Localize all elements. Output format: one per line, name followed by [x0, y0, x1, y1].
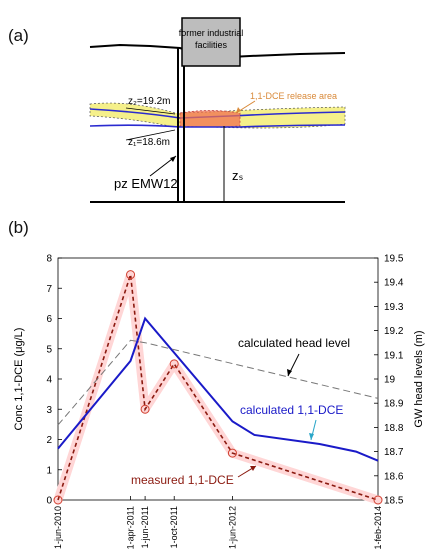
y-tick-label: 8: [46, 254, 52, 265]
left-axis-ticks: 0 1 2 3 4 5 6 7 8: [46, 254, 62, 507]
y-tick-label: 1: [46, 465, 52, 476]
series-halo: [53, 270, 383, 505]
y-tick-label: 0: [46, 496, 52, 507]
y2-tick-label: 18.5: [384, 496, 404, 507]
annotation-head: calculated head level: [238, 336, 350, 350]
y2-tick-label: 18.8: [384, 423, 404, 434]
facility-box: [181, 17, 241, 67]
y-tick-label: 2: [46, 435, 52, 446]
water-table-lower-line: [89, 124, 346, 128]
x-tick-label: 1-jun-2012: [227, 506, 237, 549]
series-line-1: [57, 316, 379, 462]
y2-axis-label: GW head levels (m): [413, 330, 425, 427]
y2-tick-label: 18.7: [384, 447, 404, 458]
annotation-meas: measured 1,1-DCE: [131, 473, 234, 487]
cross-section-diagram: former industrial facilities zₛ z₂=19.2m…: [89, 17, 346, 203]
y2-tick-label: 18.6: [384, 471, 404, 482]
y-tick-label: 4: [46, 375, 52, 386]
plot-area: [57, 257, 379, 501]
x-tick-label: 1-jun-2010: [53, 506, 63, 549]
data-point-marker: [373, 495, 383, 505]
series-line-0: [57, 274, 379, 501]
panel-a-label: (a): [8, 26, 29, 45]
y2-tick-label: 18.9: [384, 399, 404, 410]
series-layer: [53, 270, 383, 505]
facility-label-line2: facilities: [195, 40, 228, 50]
data-point-marker: [169, 359, 179, 369]
release-arrowhead: [236, 107, 241, 113]
annotation-calc: calculated 1,1-DCE: [240, 403, 343, 417]
y-axis-label: Conc 1,1-DCE (μg/L): [13, 328, 25, 431]
well-arrowhead: [170, 156, 176, 162]
y-tick-label: 5: [46, 344, 52, 355]
y2-tick-label: 19.1: [384, 350, 404, 361]
data-point-marker: [126, 270, 136, 280]
y2-tick-label: 19.5: [384, 254, 404, 265]
annotation-head-arrowhead: [287, 369, 292, 376]
x-tick-label: 1-apr-2011: [126, 506, 136, 549]
y-tick-label: 3: [46, 405, 52, 416]
y2-tick-label: 19.4: [384, 278, 404, 289]
annotation-meas-arrowhead: [250, 466, 256, 471]
zs-label: zₛ: [232, 168, 244, 183]
y2-tick-label: 19: [384, 375, 396, 386]
data-point-marker: [227, 448, 237, 458]
y2-tick-label: 19.3: [384, 302, 404, 313]
series-line-2: [57, 339, 379, 426]
z1-label: z₁=18.6m: [128, 137, 170, 148]
well-label: pz EMW12: [114, 176, 178, 191]
y2-tick-label: 19.2: [384, 326, 404, 337]
z2-label: z₂=19.2m: [128, 96, 171, 107]
x-axis-ticks: 1-jun-2010 1-apr-2011 1-jun-2011 1-oct-2011…: [53, 496, 383, 550]
x-tick-label: 1-jun-2011: [140, 506, 150, 548]
x-tick-label: 1-oct-2011: [169, 506, 179, 548]
data-point-marker: [53, 495, 63, 505]
annotation-calc-arrowhead: [309, 433, 314, 440]
z1-tick: [125, 129, 176, 141]
data-point-marker: [140, 404, 150, 414]
y-tick-label: 6: [46, 314, 52, 325]
release-label: 1,1-DCE release area: [250, 91, 337, 101]
y-tick-label: 7: [46, 284, 52, 295]
panel-b-label: (b): [8, 218, 29, 237]
x-tick-label: 1-feb-2014: [373, 506, 383, 550]
z2-tick: [125, 107, 176, 115]
right-axis-ticks: 18.5 18.6 18.7 18.8 18.9 19 19.1 19.2 19.3 19.4 19…: [374, 254, 404, 507]
facility-label-line1: former industrial: [179, 28, 244, 38]
